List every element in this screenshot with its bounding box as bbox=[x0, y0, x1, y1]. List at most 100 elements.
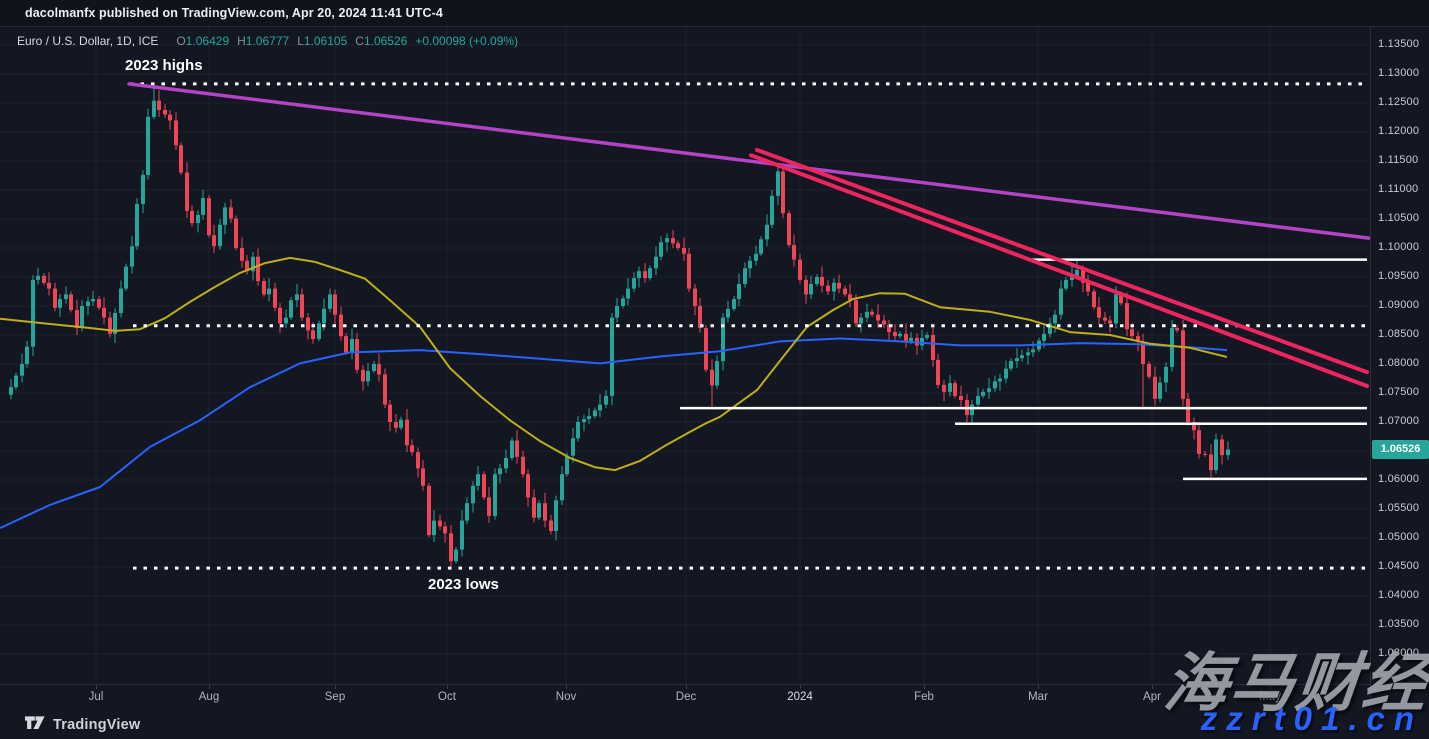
time-axis-label: Sep bbox=[324, 691, 346, 703]
candle-body bbox=[537, 503, 541, 518]
candle-body bbox=[920, 337, 924, 346]
candle-body bbox=[743, 268, 747, 284]
price-axis[interactable]: 1.06526 1.13500 1.13000 1.12500 1.12000 1.11… bbox=[1370, 27, 1429, 711]
time-axis-tick bbox=[1270, 685, 1271, 689]
candle-body bbox=[726, 308, 730, 318]
candle-body bbox=[1086, 282, 1090, 292]
candle-body bbox=[300, 294, 304, 318]
candle-body bbox=[75, 310, 79, 329]
candle-body bbox=[1158, 382, 1162, 399]
last-price-badge: 1.06526 bbox=[1372, 439, 1429, 459]
candle-body bbox=[311, 330, 315, 340]
candle-body bbox=[737, 283, 741, 300]
candle-body bbox=[648, 268, 652, 279]
candle-body bbox=[438, 520, 442, 527]
candle-body bbox=[64, 294, 68, 300]
candle-body bbox=[776, 171, 780, 196]
tradingview-logo[interactable]: TradingView bbox=[25, 715, 140, 735]
candle-body bbox=[893, 332, 897, 337]
candle-body bbox=[710, 369, 714, 386]
candle-body bbox=[124, 266, 128, 289]
price-axis-label: 1.03000 bbox=[1378, 647, 1420, 659]
candle-body bbox=[576, 422, 580, 439]
candle-body bbox=[443, 526, 447, 534]
candle-body bbox=[267, 288, 271, 295]
candle-body bbox=[86, 301, 90, 306]
candle-body bbox=[91, 299, 95, 302]
trend-line-falling-channel-upper[interactable] bbox=[755, 147, 1369, 375]
candle-body bbox=[671, 238, 675, 244]
candle-body bbox=[1097, 307, 1101, 318]
candle-body bbox=[97, 299, 101, 308]
high-label: H bbox=[237, 34, 246, 48]
candle-body bbox=[560, 474, 564, 501]
candle-body bbox=[377, 364, 381, 375]
candle-body bbox=[659, 242, 663, 257]
candle-body bbox=[1059, 288, 1063, 315]
candle-body bbox=[1220, 439, 1224, 456]
candle-body bbox=[449, 533, 453, 562]
candle-body bbox=[322, 308, 326, 324]
candle-body bbox=[682, 248, 686, 254]
symbol-legend: Euro / U.S. Dollar, 1D, ICE O1.06429 H1.06… bbox=[17, 34, 518, 48]
candle-body bbox=[454, 549, 458, 562]
candle-body bbox=[959, 395, 963, 400]
candle-body bbox=[765, 224, 769, 240]
candle-body bbox=[1020, 355, 1024, 359]
candle-body bbox=[615, 306, 619, 318]
candle-body bbox=[1070, 275, 1074, 280]
candle-body bbox=[549, 520, 553, 532]
candle-body bbox=[273, 288, 277, 308]
candle-body bbox=[388, 404, 392, 422]
time-axis-tick bbox=[924, 685, 925, 689]
time-axis[interactable]: Jul Aug Sep Oct Nov Dec 2024 Feb Mar Apr May bbox=[0, 684, 1370, 711]
candle-body bbox=[36, 275, 40, 280]
high-value: 1.06777 bbox=[245, 34, 290, 48]
candle-body bbox=[832, 282, 836, 292]
candle-body bbox=[632, 278, 636, 289]
candle-body bbox=[571, 438, 575, 456]
candle-body bbox=[289, 300, 293, 318]
moving-average-blue bbox=[0, 337, 1228, 530]
candlestick-chart[interactable] bbox=[0, 27, 1370, 684]
trend-line-falling-channel-lower[interactable] bbox=[749, 153, 1369, 389]
price-axis-label: 1.11500 bbox=[1378, 154, 1419, 166]
chart-pane[interactable]: Euro / U.S. Dollar, 1D, ICE O1.06429 H1.06… bbox=[0, 27, 1370, 684]
open-value: 1.06429 bbox=[185, 34, 230, 48]
price-axis-label: 1.04000 bbox=[1378, 589, 1420, 601]
candle-body bbox=[234, 218, 238, 248]
trend-line-downtrend-from-2023-highs[interactable] bbox=[127, 82, 1370, 240]
candle-body bbox=[405, 419, 409, 446]
candle-body bbox=[643, 271, 647, 279]
candle-body bbox=[526, 474, 530, 498]
candle-body bbox=[865, 311, 869, 318]
candle-body bbox=[350, 339, 354, 353]
candle-body bbox=[245, 260, 249, 272]
price-axis-label: 1.07500 bbox=[1378, 386, 1420, 398]
change-value: +0.00098 (+0.09%) bbox=[415, 34, 519, 48]
candle-body bbox=[1209, 454, 1213, 471]
candle-body bbox=[256, 256, 260, 282]
candle-body bbox=[482, 474, 486, 498]
candle-body bbox=[598, 404, 602, 411]
candle-body bbox=[9, 387, 13, 395]
candle-body bbox=[1081, 270, 1085, 283]
candle-body bbox=[80, 306, 84, 329]
candle-body bbox=[998, 378, 1002, 382]
candle-body bbox=[610, 317, 614, 396]
candle-body bbox=[168, 114, 172, 121]
candle-body bbox=[854, 300, 858, 324]
time-axis-tick bbox=[686, 685, 687, 689]
time-axis-label: Jul bbox=[88, 691, 104, 703]
candle-body bbox=[196, 214, 200, 224]
candle-body bbox=[1092, 291, 1096, 308]
candle-body bbox=[1214, 439, 1218, 471]
candle-body bbox=[543, 503, 547, 521]
candle-body bbox=[804, 279, 808, 295]
candle-body bbox=[654, 256, 658, 269]
candle-body bbox=[185, 172, 189, 211]
candle-body bbox=[146, 116, 150, 175]
low-label: L bbox=[297, 34, 304, 48]
time-axis-tick bbox=[96, 685, 97, 689]
candle-body bbox=[676, 243, 680, 248]
